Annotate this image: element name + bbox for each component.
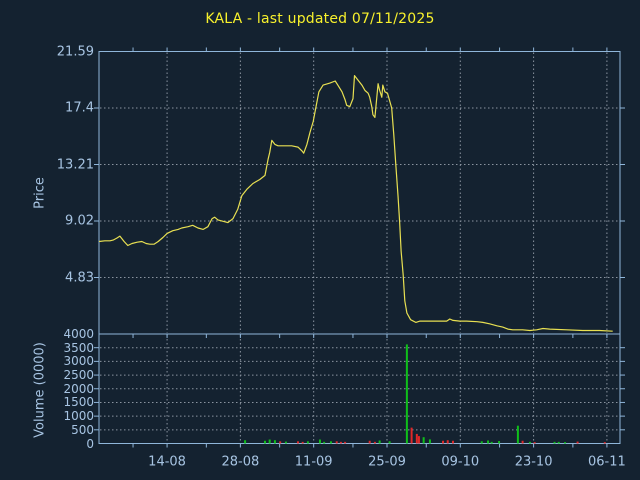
volume-bar-down [368,440,371,444]
price-tick-label: 13.21 [56,157,94,172]
volume-bar-up [564,442,567,444]
volume-bar-up [498,441,501,444]
volume-tick-label: 3500 [63,340,94,355]
volume-bar-up [318,439,321,444]
volume-bar-up [263,440,266,444]
volume-tick-label: 3000 [63,354,94,369]
price-tick-label: 17.4 [65,100,94,116]
volume-bar-up [487,440,490,444]
volume-bar-down [373,441,376,444]
volume-bar-up [428,439,431,444]
volume-tick-label: 1500 [63,395,94,410]
date-tick-label: 14-08 [148,454,186,470]
volume-bar-down [339,441,342,444]
volume-bar-up [306,441,309,444]
volume-bar-down [279,441,282,444]
volume-bar-down [417,436,420,444]
volume-bar-up [323,441,326,444]
chart-title: KALA - last updated 07/11/2025 [205,11,435,27]
volume-bar-down [446,440,449,444]
volume-bar-up [528,441,531,444]
volume-bar-down [415,433,418,444]
volume-bar-up [378,440,381,444]
price-line [98,74,613,332]
volume-bar-up [273,440,276,444]
volume-tick-label: 1000 [63,409,94,424]
volume-bar-down [344,441,347,444]
volume-tick-label: 500 [71,422,94,437]
price-tick-label: 4.83 [65,270,94,285]
volume-bar-up [388,441,391,444]
volume-bar-up [329,441,332,444]
volume-bar-up [268,439,271,444]
volume-bar-down [451,440,454,444]
volume-bar-down [576,441,579,444]
volume-bar-up [480,441,483,444]
volume-bar-down [410,427,413,444]
volume-bar-down [442,440,445,444]
volume-bar-up [557,441,560,444]
date-tick-label: 23-10 [514,454,553,470]
price-plot-frame [98,51,621,335]
volume-bar-up [516,425,519,444]
volume-bar-down [296,441,299,444]
volume-bar-down [521,440,524,444]
date-tick-label: 06-11 [588,454,626,470]
volume-bar-down [533,442,536,444]
volume-tick-label: 0 [86,436,94,451]
volume-bar-down [301,441,304,444]
volume-tick-label: 2000 [63,381,94,396]
date-tick-label: 09-10 [441,454,480,470]
volume-tick-label: 4000 [63,327,94,341]
volume-bar-up [490,441,493,444]
date-tick-label: 25-09 [368,454,406,470]
volume-bar-up [405,344,408,444]
volume-bar-down [335,441,338,444]
date-tick-label: 11-09 [294,454,333,470]
volume-bar-down [603,442,606,444]
volume-bar-up [422,437,425,444]
date-tick-label: 28-08 [221,454,260,470]
volume-bar-up [553,441,556,444]
price-tick-label: 21.59 [56,44,94,59]
price-tick-label: 9.02 [65,213,94,229]
volume-tick-label: 2500 [63,368,94,383]
volume-bar-up [244,440,247,444]
volume-bar-up [284,441,287,444]
